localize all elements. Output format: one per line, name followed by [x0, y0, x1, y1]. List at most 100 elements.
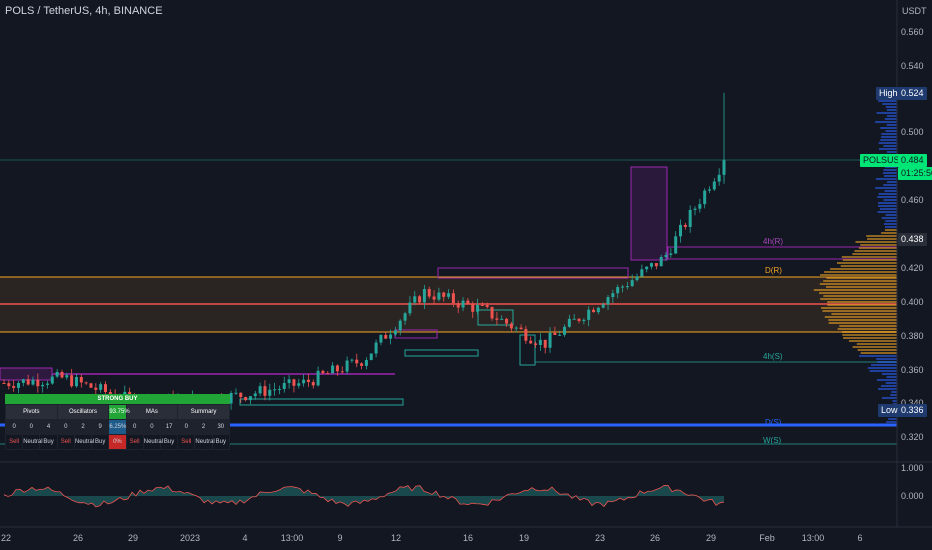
- volume-profile-bar: [854, 250, 897, 252]
- candle-body: [311, 382, 315, 386]
- rating-label: Buy: [159, 434, 179, 450]
- volume-profile-bar: [880, 139, 897, 141]
- candle-body: [674, 236, 678, 254]
- candle-body: [529, 340, 533, 344]
- candle-body: [360, 363, 364, 366]
- candle-body: [563, 326, 567, 335]
- candle-body: [79, 376, 83, 383]
- candle-body: [60, 371, 64, 378]
- volume-profile-bar: [878, 193, 897, 195]
- time-tick: 9: [337, 533, 343, 543]
- volume-profile-bar: [885, 214, 897, 216]
- green-box-low: [519, 334, 536, 366]
- candle-body: [616, 287, 620, 294]
- volume-profile-bar: [860, 352, 897, 354]
- volume-profile-bar: [848, 340, 897, 342]
- volume-profile-bar: [852, 346, 897, 348]
- volume-profile-bar: [883, 169, 897, 171]
- volume-profile-bar: [891, 391, 897, 393]
- osc-tick: 1.000: [901, 463, 924, 473]
- osc-tick: 0.000: [901, 491, 924, 501]
- buy-percent: 93.75%: [108, 404, 130, 420]
- candle-body: [384, 334, 388, 339]
- candlestick-series: [2, 92, 726, 413]
- level-label-d-s: D(S): [765, 418, 782, 427]
- candle-body: [350, 359, 354, 361]
- volume-profile-bar: [886, 151, 897, 153]
- volume-profile-bar: [885, 382, 897, 384]
- candle-body: [683, 224, 687, 227]
- price-tick: 0.320: [901, 432, 924, 442]
- candle-body: [519, 327, 523, 330]
- volume-profile-bar: [860, 244, 897, 246]
- candle-body: [495, 318, 499, 320]
- volume-profile-bar: [883, 223, 897, 225]
- volume-profile-bar: [882, 103, 897, 105]
- time-tick: 23: [594, 533, 606, 543]
- volume-profile-bar: [876, 112, 897, 114]
- candle-body: [263, 386, 267, 396]
- time-tick: 26: [72, 533, 84, 543]
- pivots-header: Pivots: [5, 404, 58, 420]
- volume-profile-bar: [876, 358, 897, 360]
- volume-profile-bar: [883, 184, 897, 186]
- low-value: 0.336: [898, 404, 927, 417]
- volume-profile-bar: [884, 118, 897, 120]
- candle-body: [567, 318, 571, 327]
- price-tick: 0.560: [901, 27, 924, 37]
- level-label-w-s: W(S): [763, 436, 782, 445]
- candle-body: [16, 382, 20, 388]
- volume-profile-bar: [876, 379, 897, 381]
- volume-profile-bar: [837, 328, 897, 330]
- candle-body: [70, 375, 74, 387]
- candle-body: [650, 263, 654, 267]
- volume-profile-bar: [828, 319, 897, 321]
- candle-body: [422, 288, 426, 303]
- candle-body: [374, 342, 378, 354]
- candle-body: [471, 303, 475, 312]
- summary-header: Summary: [177, 404, 230, 420]
- candle-body: [577, 318, 581, 322]
- candle-body: [509, 323, 513, 329]
- price-tick: 0.420: [901, 263, 924, 273]
- candle-body: [258, 386, 262, 394]
- volume-profile-bar: [867, 238, 897, 240]
- volume-profile-bar: [884, 229, 897, 231]
- candle-body: [514, 327, 518, 329]
- rating-num: 2: [73, 419, 93, 435]
- candle-body: [538, 339, 542, 345]
- candle-body: [50, 376, 54, 384]
- candle-body: [645, 266, 649, 270]
- volume-profile-bar: [877, 361, 897, 363]
- rating-label: Neutral: [194, 434, 215, 450]
- volume-profile-bar: [842, 259, 897, 261]
- volume-profile-bar: [822, 310, 897, 312]
- rating-num: 4: [39, 419, 58, 435]
- volume-profile-bar: [885, 220, 897, 222]
- candle-body: [708, 189, 712, 191]
- volume-profile-bar: [827, 304, 897, 306]
- candle-body: [606, 297, 610, 305]
- candle-body: [596, 307, 600, 313]
- rating-label: Neutral: [142, 434, 163, 450]
- level-label-4h-r: 4h(R): [763, 237, 784, 246]
- volume-profile-bar: [885, 130, 897, 132]
- candle-body: [108, 391, 112, 395]
- candle-body: [640, 269, 644, 277]
- oscillator-line: [3, 484, 725, 508]
- volume-profile-bar: [821, 307, 897, 309]
- candle-body: [451, 293, 455, 304]
- candle-body: [500, 318, 504, 320]
- rating-num: 0: [142, 419, 161, 435]
- candle-body: [553, 332, 557, 335]
- candle-body: [7, 383, 11, 387]
- volume-profile-bar: [869, 370, 897, 372]
- rating-num: 0: [177, 419, 196, 435]
- rating-num: 30: [211, 419, 231, 435]
- candle-body: [437, 292, 441, 300]
- volume-profile-bar: [866, 235, 897, 237]
- rating-label: Buy: [39, 434, 58, 450]
- volume-profile-bar: [881, 217, 897, 219]
- green-box-mid: [404, 349, 479, 357]
